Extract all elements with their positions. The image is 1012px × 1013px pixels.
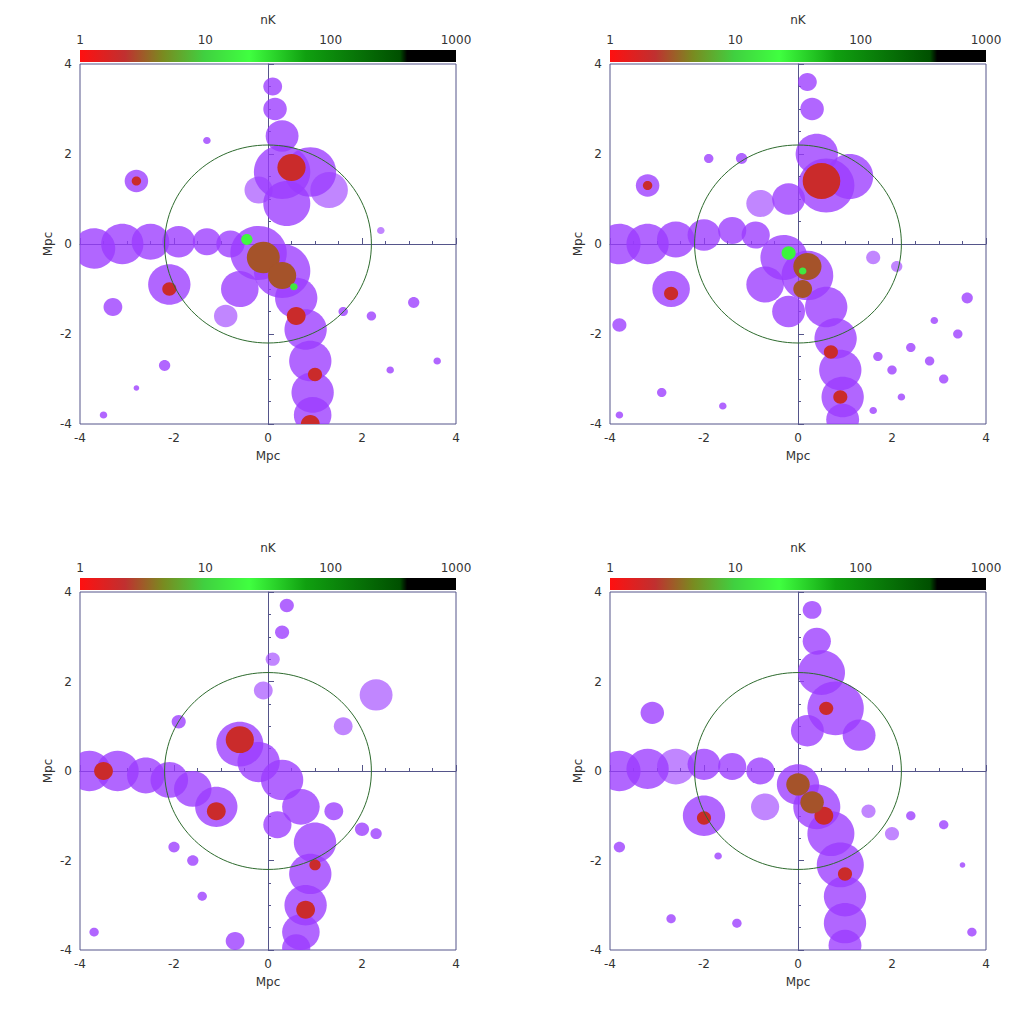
svg-text:1000: 1000 <box>971 33 1002 47</box>
svg-text:0: 0 <box>64 237 72 251</box>
svg-text:-2: -2 <box>168 431 180 445</box>
svg-text:100: 100 <box>319 33 342 47</box>
svg-text:1: 1 <box>76 561 84 575</box>
svg-text:nK: nK <box>790 13 807 27</box>
svg-text:-2: -2 <box>698 431 710 445</box>
svg-text:-4: -4 <box>590 417 602 431</box>
svg-text:0: 0 <box>264 957 272 971</box>
svg-text:4: 4 <box>982 957 990 971</box>
svg-text:-2: -2 <box>590 327 602 341</box>
svg-text:2: 2 <box>358 431 366 445</box>
svg-text:4: 4 <box>452 957 460 971</box>
svg-text:4: 4 <box>64 585 72 599</box>
svg-text:2: 2 <box>64 675 72 689</box>
svg-text:-2: -2 <box>60 854 72 868</box>
svg-text:2: 2 <box>888 957 896 971</box>
svg-text:4: 4 <box>452 431 460 445</box>
svg-text:1: 1 <box>606 561 614 575</box>
svg-text:-2: -2 <box>590 854 602 868</box>
svg-text:Mpc: Mpc <box>571 759 585 784</box>
svg-text:-4: -4 <box>60 943 72 957</box>
svg-text:1000: 1000 <box>441 561 472 575</box>
svg-text:100: 100 <box>849 561 872 575</box>
svg-text:4: 4 <box>64 57 72 71</box>
svg-text:2: 2 <box>594 147 602 161</box>
svg-text:10: 10 <box>198 33 213 47</box>
svg-text:Mpc: Mpc <box>786 449 811 463</box>
svg-text:1000: 1000 <box>441 33 472 47</box>
svg-text:2: 2 <box>594 675 602 689</box>
svg-text:10: 10 <box>728 561 743 575</box>
svg-text:100: 100 <box>849 33 872 47</box>
svg-text:10: 10 <box>728 33 743 47</box>
svg-text:100: 100 <box>319 561 342 575</box>
svg-text:-2: -2 <box>168 957 180 971</box>
svg-text:nK: nK <box>790 541 807 555</box>
svg-text:-4: -4 <box>604 431 616 445</box>
svg-text:Mpc: Mpc <box>256 975 281 989</box>
svg-text:4: 4 <box>982 431 990 445</box>
svg-text:2: 2 <box>888 431 896 445</box>
svg-text:Mpc: Mpc <box>41 759 55 784</box>
svg-text:1000: 1000 <box>971 561 1002 575</box>
svg-text:Mpc: Mpc <box>41 232 55 257</box>
svg-text:0: 0 <box>594 237 602 251</box>
svg-text:nK: nK <box>260 13 277 27</box>
svg-text:0: 0 <box>794 431 802 445</box>
svg-text:-4: -4 <box>60 417 72 431</box>
svg-text:nK: nK <box>260 541 277 555</box>
svg-text:4: 4 <box>594 57 602 71</box>
svg-text:-4: -4 <box>590 943 602 957</box>
svg-text:-2: -2 <box>698 957 710 971</box>
svg-text:Mpc: Mpc <box>786 975 811 989</box>
svg-text:0: 0 <box>794 957 802 971</box>
svg-text:Mpc: Mpc <box>256 449 281 463</box>
svg-text:1: 1 <box>606 33 614 47</box>
svg-text:-4: -4 <box>604 957 616 971</box>
svg-text:10: 10 <box>198 561 213 575</box>
svg-text:0: 0 <box>264 431 272 445</box>
svg-text:0: 0 <box>594 764 602 778</box>
svg-text:-4: -4 <box>74 957 86 971</box>
svg-text:4: 4 <box>594 585 602 599</box>
svg-text:1: 1 <box>76 33 84 47</box>
svg-text:0: 0 <box>64 764 72 778</box>
svg-text:-2: -2 <box>60 327 72 341</box>
svg-text:2: 2 <box>358 957 366 971</box>
svg-text:Mpc: Mpc <box>571 232 585 257</box>
svg-text:2: 2 <box>64 147 72 161</box>
svg-text:-4: -4 <box>74 431 86 445</box>
